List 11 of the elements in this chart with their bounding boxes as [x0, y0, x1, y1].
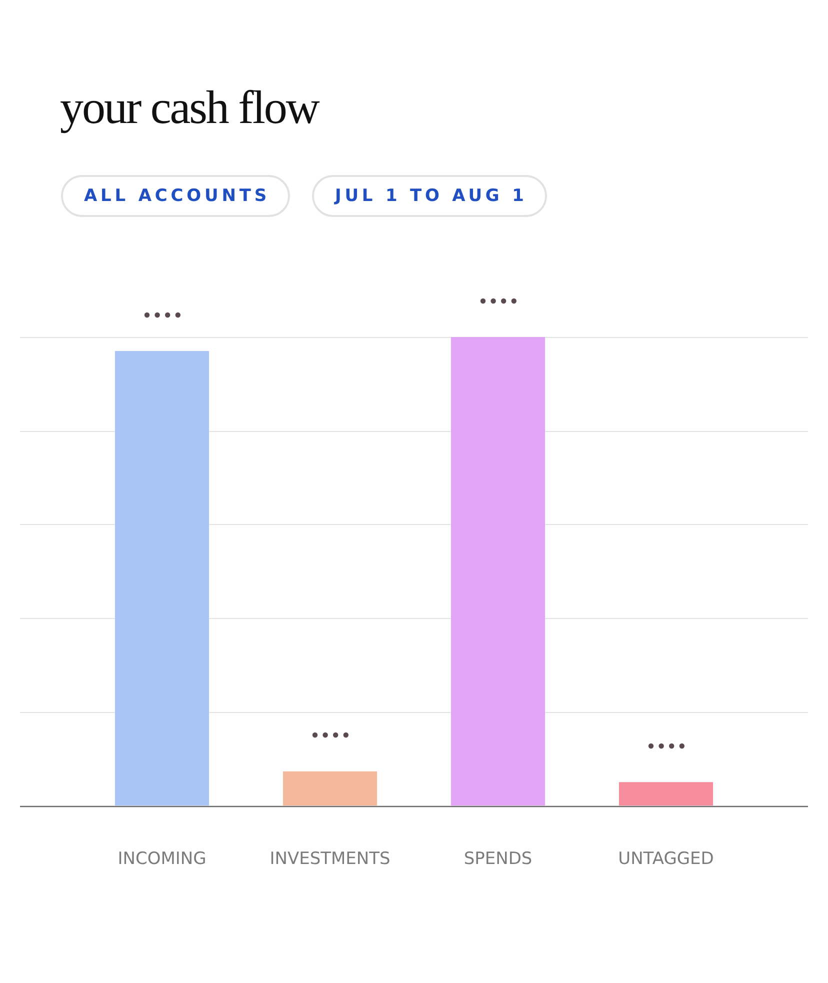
x-tick-label: INCOMING — [118, 849, 206, 870]
bar — [282, 771, 378, 806]
bar — [618, 782, 714, 806]
text: JUL 1 TO AUG 1 — [334, 186, 528, 206]
x-tick-label: UNTAGGED — [618, 849, 714, 870]
bar — [114, 351, 210, 806]
x-tick-label: INVESTMENTS — [270, 849, 390, 870]
text: ALL ACCOUNTS — [84, 186, 270, 206]
bar — [450, 337, 546, 806]
chart-title: your cash flow — [60, 81, 318, 136]
x-tick-label: SPENDS — [464, 849, 532, 870]
